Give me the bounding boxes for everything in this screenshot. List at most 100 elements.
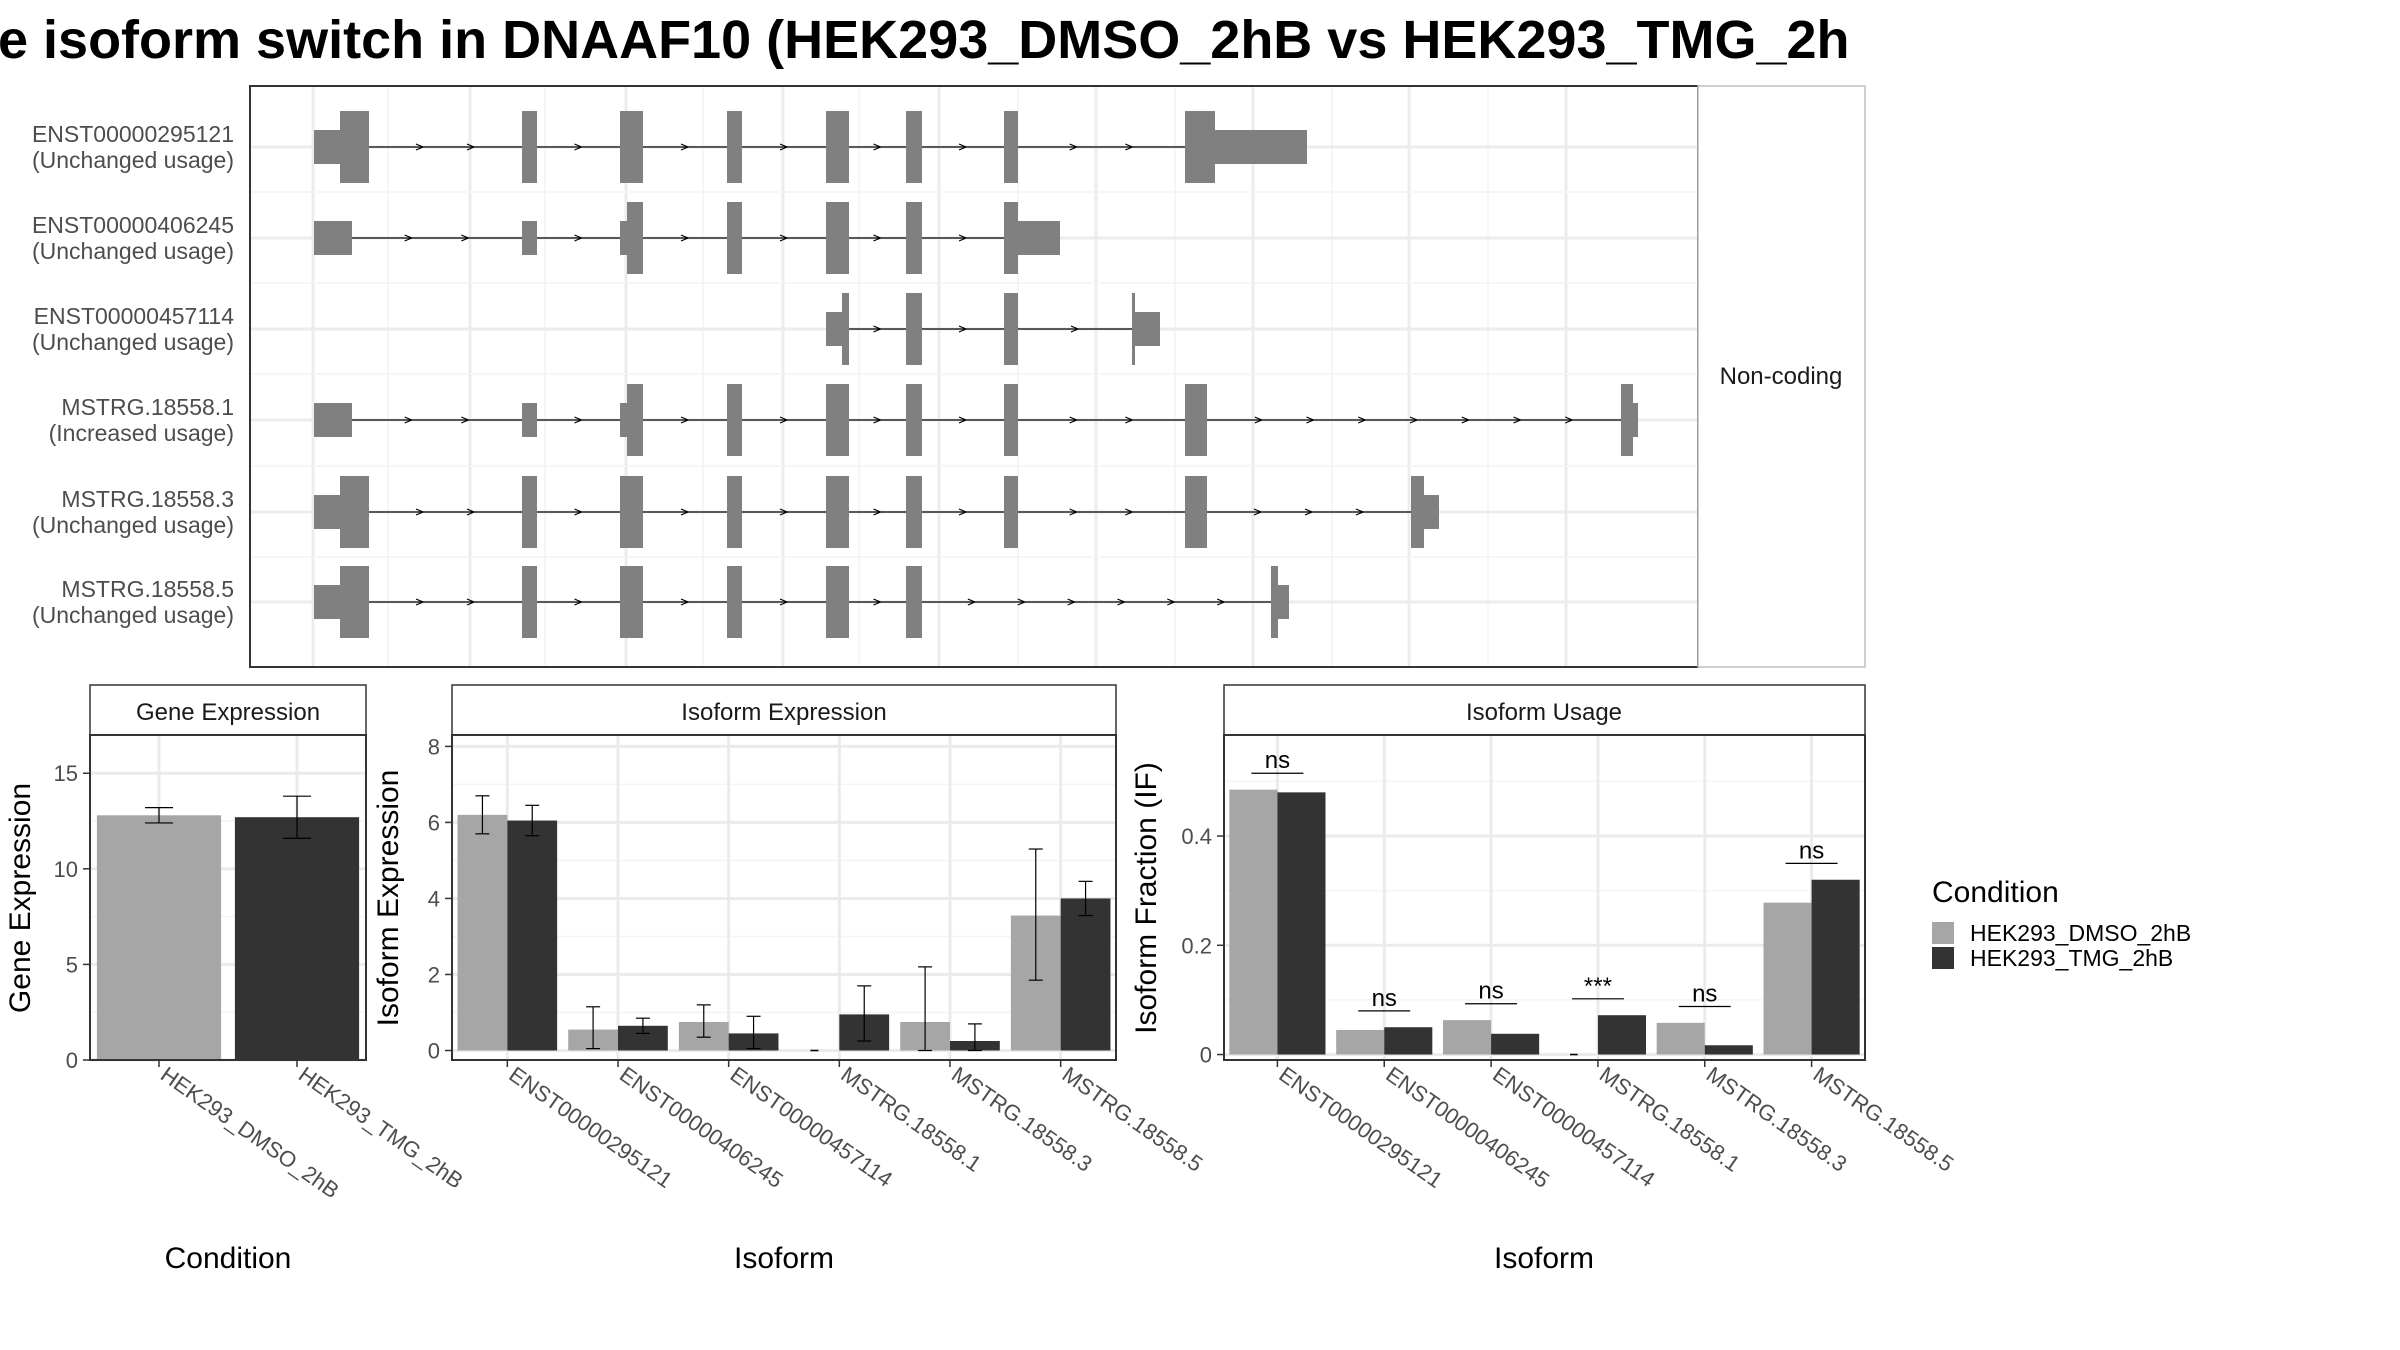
transcript-structure-panel: Non-coding ENST00000295121(Unchanged usa… [32,85,1866,668]
gene-expression-plot-border [89,734,367,1061]
legend-label-tmg: HEK293_TMG_2hB [1970,945,2173,971]
isoform-expression-plot-border [451,734,1117,1061]
intron-arrow-3 [461,416,470,424]
usage-ytick-label: 0.4 [1181,824,1212,849]
intron-arrow-2 [958,325,968,333]
intron-arrow-3 [1409,416,1419,424]
intron-arrow-0 [1125,143,1134,151]
intron-arrow-5 [779,598,789,606]
intron-arrow-4 [1253,508,1263,516]
gene-bar [96,815,222,1060]
gene-expression-bars [96,795,360,1060]
gene-ytick-label: 0 [66,1048,78,1073]
exon-0-1 [340,111,369,183]
usage-bar [1597,1015,1646,1055]
intron-arrow-5 [1117,598,1126,606]
gene-ytick-label: 10 [54,857,78,882]
exon-2-4 [1132,293,1135,365]
intron-arrow-1 [404,234,414,242]
legend-title: Condition [1932,876,2059,909]
gene-ytick-label: 5 [66,952,78,977]
exon-2-3 [1004,293,1018,365]
intron-arrow-3 [1461,416,1471,424]
intron-arrow-4 [1355,508,1365,516]
usage-sig-label: ns [1799,837,1824,864]
intron-arrow-1 [574,234,584,242]
exon-4-10 [1424,495,1439,529]
intron-arrow-4 [958,508,968,516]
exon-1-6 [906,202,922,274]
exon-0-2 [522,111,537,183]
exon-3-10 [1633,403,1638,437]
exon-3-6 [906,384,922,456]
intron-arrow-0 [680,143,690,151]
intron-arrow-5 [873,598,883,606]
intron-arrow-0 [779,143,789,151]
isoform-expression-panel: Isoform Expression 02468ENST00000295121E… [372,684,1207,1275]
gene-expression-strip [89,684,367,736]
usage-bar [1704,1045,1753,1055]
exon-1-7 [1004,202,1018,274]
gene-expression-xlabel: Condition [165,1242,292,1275]
isoform-usage-bars: ns ns ns *** ns ns [1229,747,1860,1056]
transcript-id-label: MSTRG.18558.5 [61,576,234,602]
exon-0-6 [906,111,922,183]
exon-3-3 [627,384,643,456]
exon-4-1 [340,476,369,548]
exon-4-2 [522,476,537,548]
isoform-usage-grid [1224,735,1865,1060]
transcript-id-label: MSTRG.18558.3 [61,486,234,512]
exon-4-5 [826,476,849,548]
intron-arrow-0 [466,143,476,151]
exon-5-2 [522,566,537,638]
usage-bar [1336,1029,1385,1055]
intron-arrow-5 [1017,598,1027,606]
transcript-usage-label: (Unchanged usage) [32,602,234,628]
intron-arrow-3 [1069,416,1079,424]
exon-4-9 [1411,476,1424,548]
exon-0-7 [1004,111,1018,183]
isoform-usage-strip-title: Isoform Usage [1466,699,1622,726]
intron-arrow-3 [1565,416,1574,424]
exon-5-5 [826,566,849,638]
isoform-expression-xlabel: Isoform [734,1242,834,1275]
exon-2-5 [1135,312,1160,346]
exon-1-2 [620,221,627,255]
usage-sig-label: ns [1265,747,1290,774]
exon-5-0 [314,585,340,619]
transcript-usage-label: (Unchanged usage) [32,238,234,264]
exon-4-4 [727,476,742,548]
exon-5-8 [1278,585,1289,619]
intron-arrow-4 [680,508,690,516]
usage-sig-label: ns [1372,985,1397,1012]
exon-3-7 [1004,384,1018,456]
intron-arrow-3 [1125,416,1134,424]
exon-3-2 [620,403,627,437]
intron-arrow-0 [873,143,883,151]
intron-arrow-4 [1304,508,1314,516]
isoform-expression-ylabel: Isoform Expression [372,770,405,1027]
exon-1-0 [314,221,352,255]
intron-arrow-4 [574,508,584,516]
transcript-usage-label: (Unchanged usage) [32,329,234,355]
exon-0-4 [727,111,742,183]
usage-bar [1384,1027,1433,1055]
intron-arrow-2 [873,325,883,333]
usage-sig-label: ns [1692,980,1717,1007]
intron-arrow-3 [404,416,414,424]
gene-expression-strip-title: Gene Expression [136,699,320,726]
isoexp-bar [457,814,508,1051]
legend-swatch-tmg [1932,947,1954,969]
transcript-id-label: ENST00000406245 [32,212,234,238]
usage-bar [1656,1022,1705,1055]
intron-arrow-1 [680,234,690,242]
exon-5-1 [340,566,369,638]
exon-2-2 [906,293,922,365]
transcript-usage-label: (Increased usage) [49,420,234,446]
isoexp-ytick-label: 0 [428,1038,440,1063]
exon-0-8 [1185,111,1215,183]
intron-arrow-0 [958,143,968,151]
exon-5-3 [620,566,643,638]
usage-bar [1277,792,1326,1055]
exon-4-0 [314,495,340,529]
